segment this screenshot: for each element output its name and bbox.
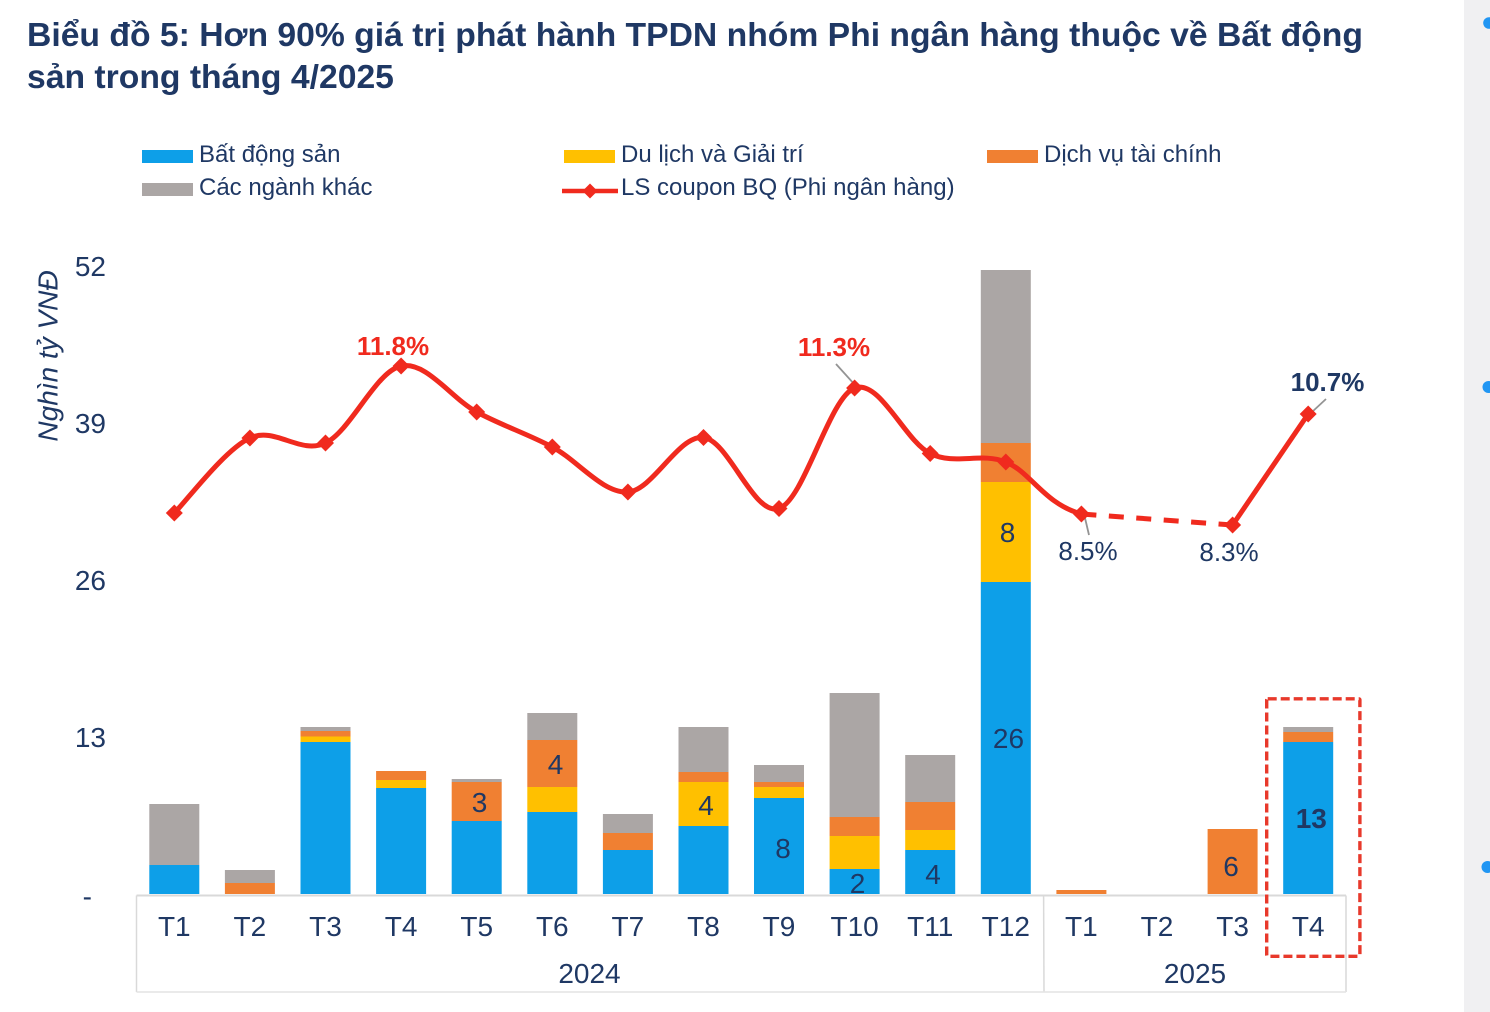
svg-text:4: 4 [698,790,714,821]
svg-text:8.3%: 8.3% [1199,537,1258,567]
svg-text:T9: T9 [763,911,796,942]
svg-text:52: 52 [75,251,106,282]
svg-text:26: 26 [75,565,106,596]
svg-text:6: 6 [1223,851,1239,882]
svg-text:T2: T2 [1141,911,1174,942]
svg-text:T8: T8 [687,911,720,942]
svg-text:4: 4 [548,749,564,780]
svg-text:T6: T6 [536,911,569,942]
svg-text:8: 8 [1000,517,1016,548]
svg-text:4: 4 [925,859,941,890]
svg-text:T4: T4 [385,911,418,942]
svg-text:T1: T1 [1065,911,1098,942]
svg-text:8: 8 [775,833,791,864]
svg-text:T2: T2 [234,911,267,942]
svg-text:T4: T4 [1292,911,1325,942]
svg-text:2024: 2024 [558,958,620,989]
svg-text:3: 3 [472,787,488,818]
svg-text:T12: T12 [982,911,1030,942]
svg-text:13: 13 [75,722,106,753]
svg-text:2: 2 [850,868,866,899]
svg-text:-: - [83,881,92,912]
svg-text:T3: T3 [1216,911,1249,942]
svg-text:10.7%: 10.7% [1291,367,1365,397]
svg-text:T7: T7 [612,911,645,942]
svg-text:2025: 2025 [1164,958,1226,989]
svg-text:11.3%: 11.3% [798,332,870,362]
svg-text:8.5%: 8.5% [1058,536,1117,566]
svg-text:39: 39 [75,408,106,439]
svg-text:26: 26 [993,723,1024,754]
svg-text:T11: T11 [907,911,953,942]
svg-text:13: 13 [1296,803,1327,834]
svg-text:11.8%: 11.8% [357,331,429,361]
svg-text:T1: T1 [158,911,191,942]
svg-text:T5: T5 [460,911,493,942]
svg-text:Nghìn tỷ VNĐ: Nghìn tỷ VNĐ [33,270,64,441]
svg-text:T10: T10 [830,911,878,942]
svg-text:T3: T3 [309,911,342,942]
